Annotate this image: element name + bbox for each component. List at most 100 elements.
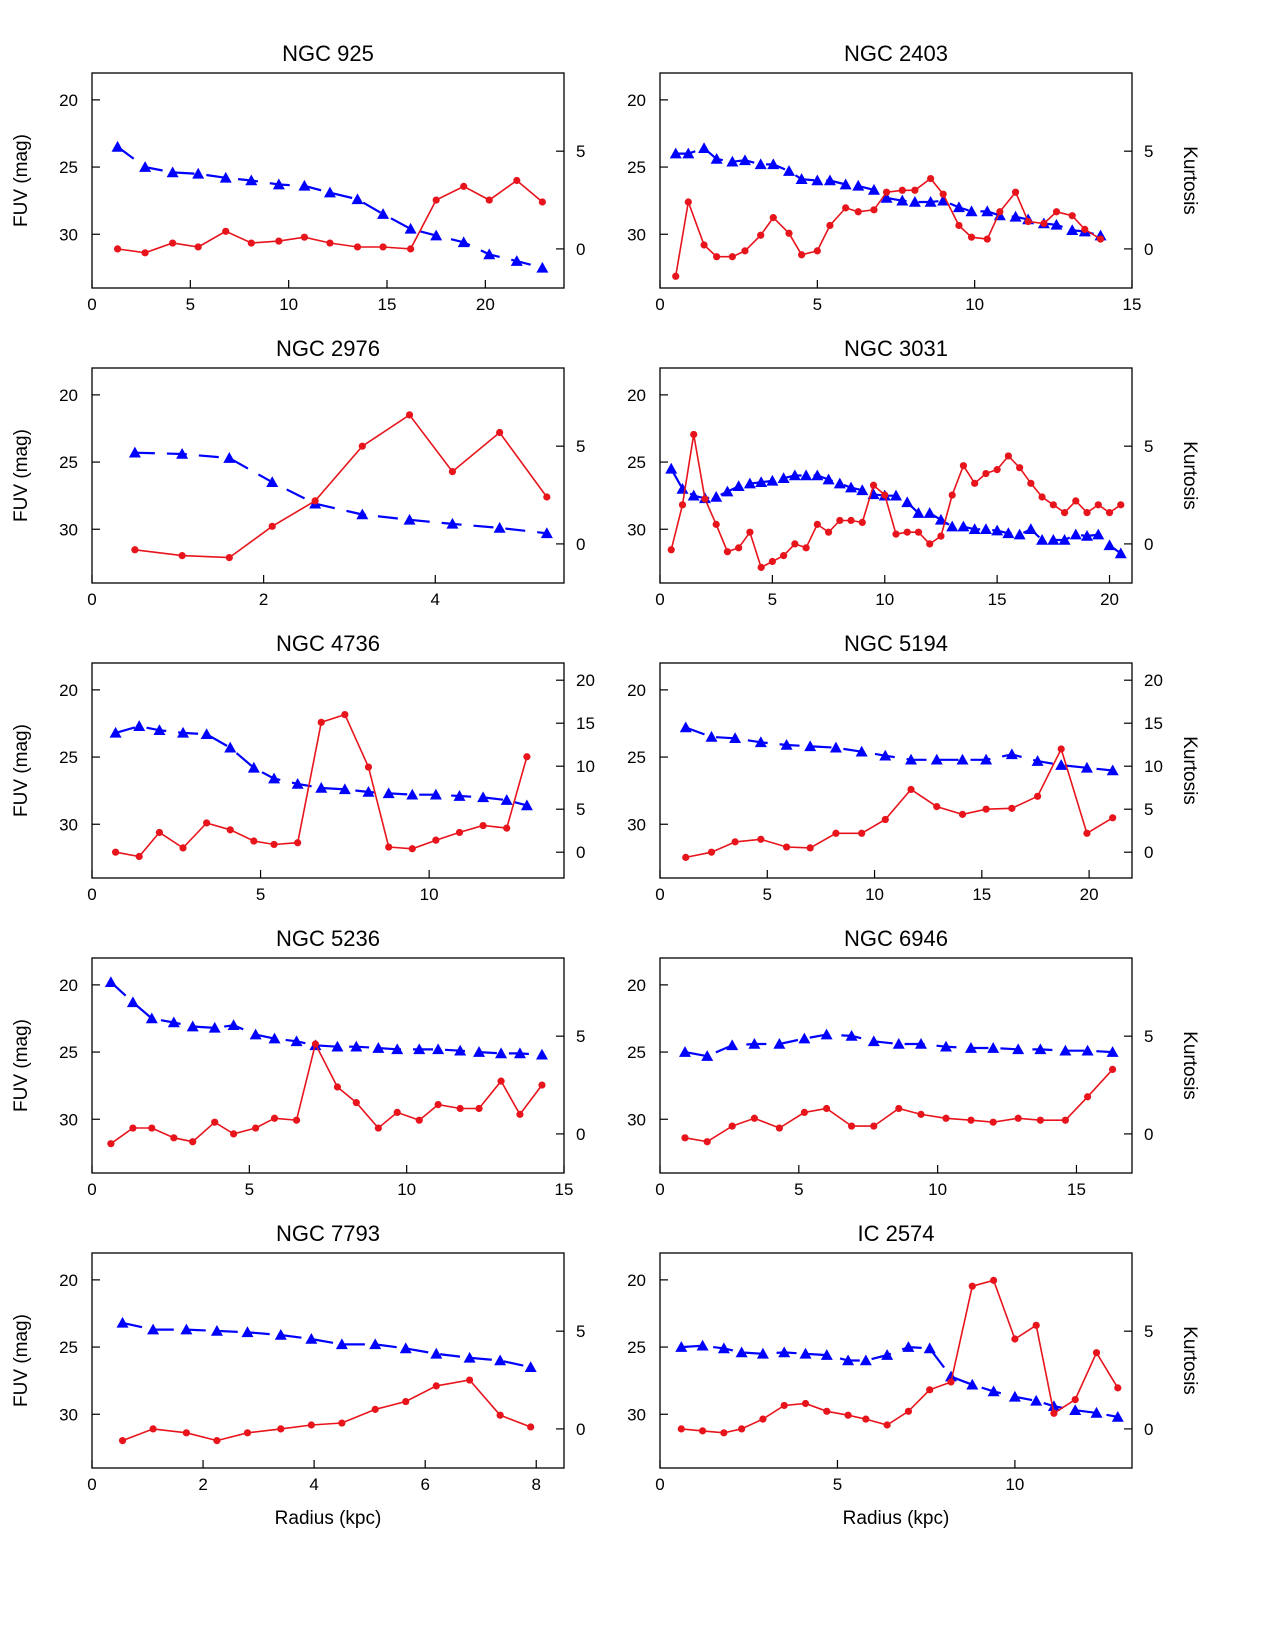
fuv-data-point — [966, 1378, 979, 1390]
y-right-tick-label: 20 — [576, 671, 595, 690]
x-tick-label: 15 — [555, 1180, 574, 1199]
x-tick-label: 0 — [87, 1180, 96, 1199]
kurtosis-data-point — [937, 532, 945, 540]
kurtosis-data-point — [294, 839, 302, 847]
kurtosis-data-point — [1083, 829, 1091, 837]
kurtosis-data-point — [1094, 501, 1102, 509]
kurtosis-data-point — [735, 544, 743, 552]
fuv-data-point — [829, 741, 842, 753]
x-tick-label: 4 — [431, 590, 440, 609]
fuv-data-point — [820, 1349, 833, 1360]
fuv-data-point — [788, 469, 801, 481]
y-right-tick-label: 15 — [1144, 714, 1163, 733]
fuv-data-point — [743, 477, 756, 489]
fuv-data-point — [177, 726, 190, 738]
kurtosis-data-point — [823, 1407, 831, 1415]
kurtosis-data-point — [497, 1077, 505, 1085]
fuv-data-point — [176, 448, 189, 459]
x-tick-label: 2 — [259, 590, 268, 609]
y-right-tick-label: 0 — [1144, 1420, 1153, 1439]
kurtosis-data-point — [213, 1437, 221, 1445]
fuv-data-point — [964, 1042, 977, 1053]
kurtosis-data-point — [353, 243, 362, 251]
fuv-data-point — [453, 790, 466, 801]
x-tick-label: 10 — [928, 1180, 947, 1199]
kurtosis-data-point — [538, 198, 546, 206]
kurtosis-data-point — [678, 501, 687, 509]
fuv-data-point — [890, 489, 902, 501]
x-tick-label: 10 — [420, 885, 439, 904]
y-right-axis-label: Kurtosis — [1179, 441, 1200, 510]
fuv-data-point — [1080, 761, 1093, 773]
fuv-data-point — [987, 1385, 1000, 1397]
kurtosis-data-point — [870, 1122, 878, 1130]
fuv-data-point — [116, 1316, 129, 1328]
fuv-data-point — [665, 462, 678, 474]
fuv-data-point — [1034, 1043, 1047, 1055]
fuv-data-point — [1066, 224, 1079, 236]
x-tick-label: 5 — [763, 885, 772, 904]
kurtosis-data-point — [862, 1415, 870, 1423]
fuv-data-point — [494, 1354, 507, 1366]
kurtosis-data-point — [800, 1108, 808, 1117]
y-left-tick-label: 25 — [59, 1338, 78, 1357]
fuv-data-point — [513, 1047, 526, 1059]
fuv-data-point — [822, 473, 835, 485]
kurtosis-data-point — [270, 840, 278, 849]
fuv-data-point — [811, 174, 824, 186]
fuv-data-point — [773, 1038, 786, 1049]
kurtosis-data-point — [211, 1118, 219, 1126]
fuv-data-point — [820, 1028, 833, 1040]
kurtosis-data-point — [728, 1122, 736, 1130]
fuv-data-point — [338, 783, 351, 795]
fuv-data-point — [879, 749, 892, 761]
kurtosis-data-point — [832, 829, 840, 837]
kurtosis-data-point — [768, 557, 776, 566]
kurtosis-data-point — [252, 1124, 260, 1132]
kurtosis-data-point — [939, 190, 947, 198]
fuv-data-point — [493, 521, 506, 533]
kurtosis-data-point — [182, 1429, 190, 1437]
fuv-data-point — [1111, 1410, 1124, 1422]
fuv-data-point — [732, 480, 745, 492]
fuv-series-line — [110, 981, 543, 1056]
y-left-tick-label: 25 — [627, 158, 646, 177]
kurtosis-data-point — [882, 188, 891, 196]
fuv-data-point — [800, 469, 813, 481]
fuv-data-point — [290, 1035, 303, 1047]
fuv-data-point — [923, 507, 936, 518]
kurtosis-data-point — [1117, 501, 1125, 509]
kurtosis-data-point — [858, 518, 866, 527]
fuv-data-point — [778, 1346, 791, 1358]
fuv-data-point — [710, 491, 723, 502]
kurtosis-data-point — [1008, 804, 1016, 812]
x-tick-label: 0 — [655, 295, 664, 314]
kurtosis-data-point — [1072, 497, 1080, 505]
fuv-data-point — [1024, 523, 1037, 535]
fuv-data-point — [139, 161, 152, 172]
y-right-tick-label: 0 — [1144, 843, 1153, 862]
kurtosis-data-point — [738, 1425, 746, 1433]
kurtosis-data-point — [455, 828, 464, 837]
kurtosis-data-point — [496, 1411, 504, 1419]
y-left-tick-label: 20 — [627, 976, 646, 995]
fuv-data-point — [477, 791, 490, 803]
fuv-data-point — [473, 1046, 486, 1057]
kurtosis-data-point — [1083, 1093, 1092, 1101]
y-right-tick-label: 5 — [1144, 142, 1153, 161]
x-tick-label: 2 — [198, 1475, 207, 1494]
panel-ngc-5194: NGC 5194 0 5 10 15 20 20 25 30 0 5 10 15 20 Kurtosis — [627, 631, 1200, 904]
fuv-data-point — [1005, 748, 1018, 760]
fuv-data-point — [510, 255, 523, 266]
kurtosis-data-point — [1109, 814, 1117, 822]
fuv-data-point — [372, 1042, 385, 1053]
kurtosis-data-point — [1114, 1384, 1122, 1392]
fuv-data-point — [291, 777, 304, 789]
y-right-tick-label: 5 — [576, 1322, 585, 1341]
fuv-data-point — [696, 1339, 709, 1351]
fuv-data-point — [404, 222, 417, 234]
y-left-axis-label: FUV (mag) — [11, 1019, 32, 1112]
fuv-data-point — [298, 179, 311, 191]
fuv-data-point — [833, 477, 846, 489]
kurtosis-data-point — [538, 1081, 546, 1089]
